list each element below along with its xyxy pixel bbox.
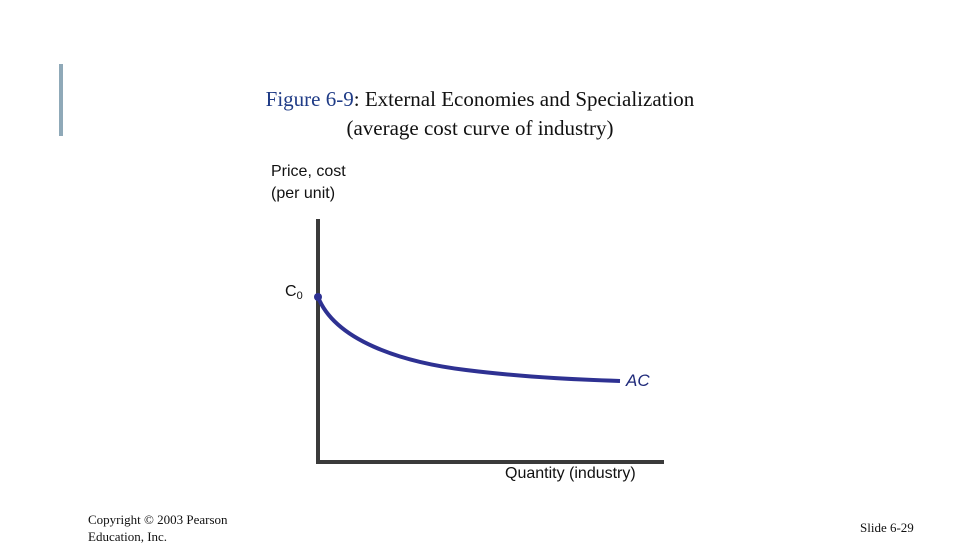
c0-label: C0 <box>285 283 303 302</box>
y-axis-label-line-1: Price, cost <box>271 163 346 180</box>
figure-title: Figure 6-9: External Economies and Speci… <box>180 85 780 143</box>
accent-bar <box>59 64 63 136</box>
ac-curve <box>316 296 621 383</box>
y-axis-label-line-2: (per unit) <box>271 185 336 202</box>
c0-point <box>314 293 322 301</box>
title-line-1: Figure 6-9: External Economies and Speci… <box>180 85 780 114</box>
c0-label-subscript: 0 <box>296 290 303 302</box>
ac-label: AC <box>626 371 650 390</box>
slide-number: Slide 6-29 <box>860 520 914 535</box>
x-axis-label: Quantity (industry) <box>505 465 636 482</box>
c0-label-main: C <box>285 283 297 300</box>
figure-label: Figure 6-9 <box>265 87 354 111</box>
title-line-1-rest: : External Economies and Specialization <box>353 87 695 111</box>
y-axis-label: Price, cost (per unit) <box>271 161 346 205</box>
title-line-2: (average cost curve of industry) <box>346 116 614 140</box>
